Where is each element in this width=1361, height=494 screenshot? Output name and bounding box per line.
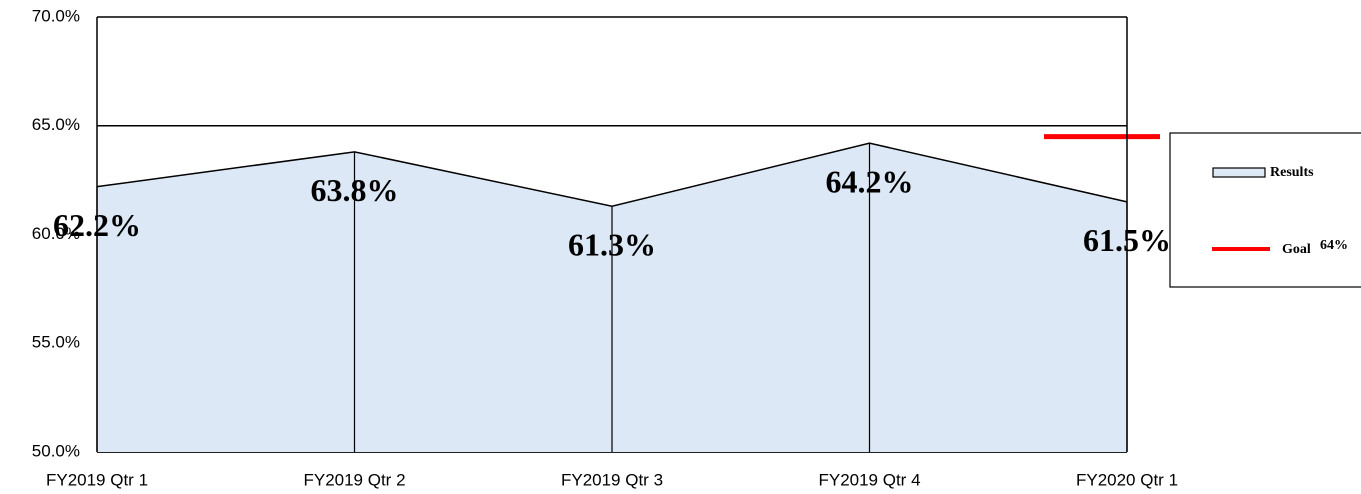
legend-box <box>1169 132 1361 288</box>
x-tick-label: FY2019 Qtr 3 <box>561 470 663 489</box>
legend-label: Goal <box>1282 242 1311 257</box>
data-label: 61.3% <box>568 227 656 263</box>
x-tick-label: FY2019 Qtr 1 <box>46 470 148 489</box>
x-tick-label: FY2019 Qtr 4 <box>818 470 920 489</box>
y-tick-label: 55.0% <box>32 333 80 352</box>
y-tick-label: 65.0% <box>32 115 80 134</box>
y-tick-label: 70.0% <box>32 6 80 25</box>
y-tick-label: 60.0% <box>32 224 80 243</box>
x-tick-label: FY2019 Qtr 2 <box>303 470 405 489</box>
legend-swatch <box>1212 167 1266 178</box>
legend-label: Results <box>1270 165 1314 180</box>
y-tick-label: 50.0% <box>32 441 80 460</box>
data-label: 64.2% <box>826 163 914 199</box>
x-tick-label: FY2020 Qtr 1 <box>1076 470 1178 489</box>
legend-note: 64% <box>1320 238 1348 253</box>
data-label: 63.8% <box>311 172 399 208</box>
